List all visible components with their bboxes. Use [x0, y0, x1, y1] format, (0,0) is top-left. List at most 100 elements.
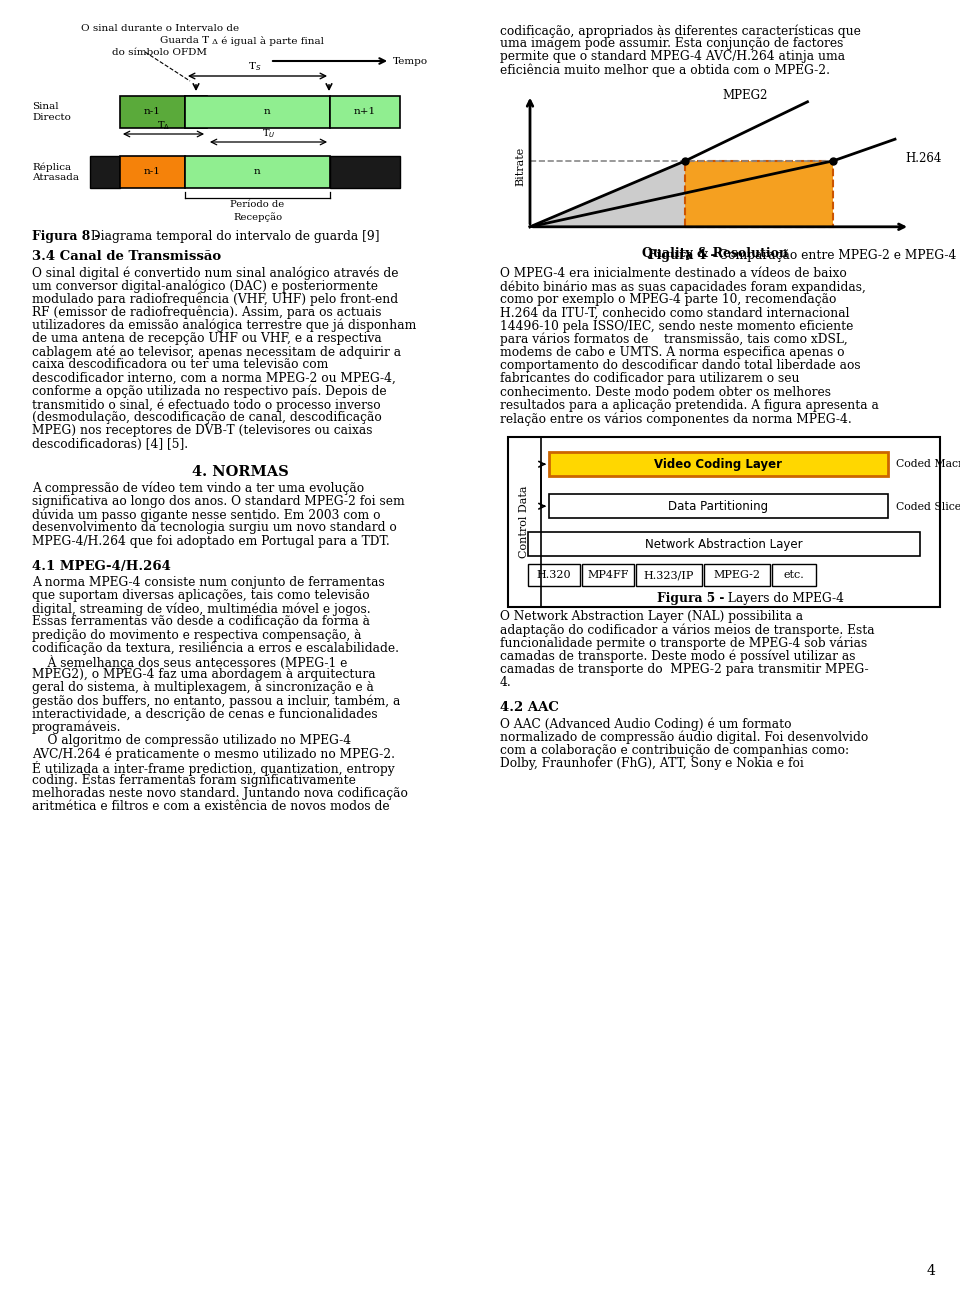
Text: é igual à parte final: é igual à parte final — [218, 36, 324, 45]
Bar — [330, 156, 400, 188]
Bar — [330, 96, 400, 128]
Text: Comparação entre MPEG-2 e MPEG-4 [10]: Comparação entre MPEG-2 e MPEG-4 [10] — [715, 249, 960, 262]
Text: etc.: etc. — [783, 570, 804, 581]
Text: 4.2 AAC: 4.2 AAC — [500, 701, 559, 714]
Bar — [549, 494, 888, 518]
Text: n-1: n-1 — [144, 167, 161, 176]
Text: 3.4 Canal de Transmissão: 3.4 Canal de Transmissão — [32, 250, 221, 263]
Text: Essas ferramentas vão desde a codificação da forma à: Essas ferramentas vão desde a codificaçã… — [32, 616, 370, 629]
Text: O sinal durante o Intervalo de: O sinal durante o Intervalo de — [81, 25, 239, 32]
Text: débito binário mas as suas capacidades foram expandidas,: débito binário mas as suas capacidades f… — [500, 280, 866, 293]
Text: que suportam diversas aplicações, tais como televisão: que suportam diversas aplicações, tais c… — [32, 588, 370, 603]
Text: aritmética e filtros e com a existência de novos modos de: aritmética e filtros e com a existência … — [32, 800, 390, 813]
Text: digital, streaming de vídeo, multimédia móvel e jogos.: digital, streaming de vídeo, multimédia … — [32, 603, 371, 616]
Text: eficiência muito melhor que a obtida com o MPEG-2.: eficiência muito melhor que a obtida com… — [500, 64, 830, 76]
Bar — [582, 564, 634, 586]
Text: (desmodulação, descodificação de canal, descodificação: (desmodulação, descodificação de canal, … — [32, 411, 382, 424]
Text: com a colaboração e contribuição de companhias como:: com a colaboração e contribuição de comp… — [500, 744, 850, 757]
Text: de uma antena de recepção UHF ou VHF, e a respectiva: de uma antena de recepção UHF ou VHF, e … — [32, 332, 382, 345]
Text: modulado para radiofrequência (VHF, UHF) pelo front-end: modulado para radiofrequência (VHF, UHF)… — [32, 293, 398, 306]
Text: Δ: Δ — [212, 38, 218, 45]
Text: Réplica
Atrasada: Réplica Atrasada — [32, 162, 79, 181]
Text: 4: 4 — [926, 1264, 935, 1278]
Text: adaptação do codificador a vários meios de transporte. Esta: adaptação do codificador a vários meios … — [500, 623, 875, 636]
Bar — [685, 161, 833, 227]
Text: normalizado de compressão áudio digital. Foi desenvolvido: normalizado de compressão áudio digital.… — [500, 731, 868, 744]
Text: O algoritmo de compressão utilizado no MPEG-4: O algoritmo de compressão utilizado no M… — [32, 735, 351, 748]
Text: Período de: Período de — [230, 200, 284, 209]
Text: Coded Macroblock: Coded Macroblock — [896, 459, 960, 469]
Text: À semelhança dos seus antecessores (MPEG-1 e: À semelhança dos seus antecessores (MPEG… — [32, 654, 348, 670]
Text: T$_Δ$: T$_Δ$ — [156, 119, 170, 132]
Text: H.320: H.320 — [537, 570, 571, 581]
Bar — [185, 156, 330, 188]
Text: n-1: n-1 — [144, 108, 161, 117]
Text: Network Abstraction Layer: Network Abstraction Layer — [645, 538, 803, 551]
Text: n: n — [264, 108, 271, 117]
Text: do símbolo OFDM: do símbolo OFDM — [112, 48, 207, 57]
Bar — [549, 452, 888, 476]
Text: Figura 5 -: Figura 5 - — [657, 592, 724, 605]
Text: camadas de transporte do  MPEG-2 para transmitir MPEG-: camadas de transporte do MPEG-2 para tra… — [500, 664, 869, 677]
Text: n: n — [254, 167, 261, 176]
Text: Control Data: Control Data — [519, 486, 529, 559]
Bar — [185, 96, 207, 128]
Text: O sinal digital é convertido num sinal analógico através de: O sinal digital é convertido num sinal a… — [32, 266, 398, 280]
Text: A compressão de vídeo tem vindo a ter uma evolução: A compressão de vídeo tem vindo a ter um… — [32, 482, 364, 495]
Text: MPEG2: MPEG2 — [722, 89, 768, 102]
Text: 4.1 MPEG-4/H.264: 4.1 MPEG-4/H.264 — [32, 560, 171, 573]
Text: desenvolvimento da tecnologia surgiu um novo standard o: desenvolvimento da tecnologia surgiu um … — [32, 521, 396, 534]
Bar — [528, 564, 580, 586]
Text: O Network Abstraction Layer (NAL) possibilita a: O Network Abstraction Layer (NAL) possib… — [500, 610, 804, 623]
Text: fabricantes do codificador para utilizarem o seu: fabricantes do codificador para utilizar… — [500, 372, 800, 385]
Text: Figura 8 -: Figura 8 - — [32, 229, 100, 244]
Bar — [185, 96, 330, 128]
Text: camadas de transporte. Deste modo é possível utilizar as: camadas de transporte. Deste modo é poss… — [500, 649, 855, 664]
Bar — [508, 437, 940, 608]
Text: É utilizada a inter-frame prediction, quantization, entropy: É utilizada a inter-frame prediction, qu… — [32, 761, 395, 775]
Bar — [772, 564, 816, 586]
Bar — [636, 564, 702, 586]
Text: Dolby, Fraunhofer (FhG), ATT, Sony e Nokia e foi: Dolby, Fraunhofer (FhG), ATT, Sony e Nok… — [500, 757, 804, 770]
Text: MP4FF: MP4FF — [588, 570, 629, 581]
Bar — [90, 156, 120, 188]
Text: interactividade, a descrição de cenas e funcionalidades: interactividade, a descrição de cenas e … — [32, 708, 377, 721]
Polygon shape — [530, 161, 685, 227]
Text: MPEG2), o MPEG-4 faz uma abordagem à arquitectura: MPEG2), o MPEG-4 faz uma abordagem à arq… — [32, 669, 375, 682]
Text: Sinal
Directo: Sinal Directo — [32, 102, 71, 122]
Text: como por exemplo o MPEG-4 parte 10, recomendação: como por exemplo o MPEG-4 parte 10, reco… — [500, 293, 836, 306]
Text: um conversor digital-analógico (DAC) e posteriormente: um conversor digital-analógico (DAC) e p… — [32, 279, 378, 293]
Text: Quality & Resolution: Quality & Resolution — [642, 246, 788, 259]
Text: permite que o standard MPEG-4 AVC/H.264 atinja uma: permite que o standard MPEG-4 AVC/H.264 … — [500, 51, 845, 64]
Bar — [528, 533, 920, 556]
Text: MPEG-4/H.264 que foi adoptado em Portugal para a TDT.: MPEG-4/H.264 que foi adoptado em Portuga… — [32, 534, 390, 548]
Text: Data Partitioning: Data Partitioning — [668, 500, 769, 513]
Text: Layers do MPEG-4: Layers do MPEG-4 — [724, 592, 844, 605]
Text: codificação da textura, resiliência a erros e escalabilidade.: codificação da textura, resiliência a er… — [32, 642, 399, 656]
Bar — [704, 564, 770, 586]
Text: descodificador interno, com a norma MPEG-2 ou MPEG-4,: descodificador interno, com a norma MPEG… — [32, 372, 396, 385]
Text: 14496-10 pela ISSO/IEC, sendo neste momento eficiente: 14496-10 pela ISSO/IEC, sendo neste mome… — [500, 320, 853, 333]
Text: resultados para a aplicação pretendida. A figura apresenta a: resultados para a aplicação pretendida. … — [500, 399, 878, 412]
Text: codificação, apropriados às diferentes características que: codificação, apropriados às diferentes c… — [500, 25, 861, 38]
Text: dúvida um passo gigante nesse sentido. Em 2003 com o: dúvida um passo gigante nesse sentido. E… — [32, 508, 380, 522]
Text: 4. NORMAS: 4. NORMAS — [192, 465, 288, 478]
Text: transmitido o sinal, é efectuado todo o processo inverso: transmitido o sinal, é efectuado todo o … — [32, 398, 380, 412]
Text: geral do sistema, à multiplexagem, à sincronização e à: geral do sistema, à multiplexagem, à sin… — [32, 682, 373, 695]
Text: significativa ao longo dos anos. O standard MPEG-2 foi sem: significativa ao longo dos anos. O stand… — [32, 495, 405, 508]
Text: gestão dos buffers, no entanto, passou a incluir, também, a: gestão dos buffers, no entanto, passou a… — [32, 695, 400, 708]
Text: uma imagem pode assumir. Esta conjunção de factores: uma imagem pode assumir. Esta conjunção … — [500, 38, 844, 51]
Text: Coded Slice/Partition: Coded Slice/Partition — [896, 502, 960, 511]
Text: 4.: 4. — [500, 677, 512, 689]
Text: Guarda T: Guarda T — [160, 36, 209, 45]
Text: T$_U$: T$_U$ — [262, 127, 276, 140]
Text: O AAC (Advanced Audio Coding) é um formato: O AAC (Advanced Audio Coding) é um forma… — [500, 718, 791, 731]
Text: Diagrama temporal do intervalo de guarda [9]: Diagrama temporal do intervalo de guarda… — [87, 229, 379, 244]
Text: T$_S$: T$_S$ — [249, 60, 262, 73]
Text: AVC/H.264 é praticamente o mesmo utilizado no MPEG-2.: AVC/H.264 é praticamente o mesmo utiliza… — [32, 748, 395, 761]
Text: predição do movimento e respectiva compensação, à: predição do movimento e respectiva compe… — [32, 629, 362, 642]
Text: MPEG) nos receptores de DVB-T (televisores ou caixas: MPEG) nos receptores de DVB-T (televisor… — [32, 424, 372, 438]
Text: H.264 da ITU-T, conhecido como standard internacional: H.264 da ITU-T, conhecido como standard … — [500, 306, 850, 319]
Text: coding. Estas ferramentas foram significativamente: coding. Estas ferramentas foram signific… — [32, 774, 356, 787]
Text: utilizadores da emissão analógica terrestre que já disponham: utilizadores da emissão analógica terres… — [32, 319, 417, 332]
